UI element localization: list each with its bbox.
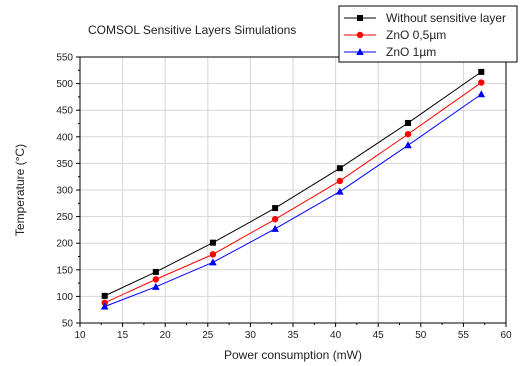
data-point [209, 251, 217, 258]
y-tick-label: 200 [56, 239, 73, 250]
x-tick-label: 25 [202, 330, 214, 341]
y-tick-label: 300 [56, 186, 73, 197]
x-tick-label: 45 [373, 330, 385, 341]
data-point [101, 292, 108, 299]
data-point [209, 258, 217, 266]
legend-marker [356, 31, 364, 39]
y-tick-label: 500 [56, 79, 73, 90]
x-tick-label: 40 [330, 330, 342, 341]
y-tick-label: 150 [56, 265, 73, 276]
legend-label: Without sensitive layer [386, 11, 506, 25]
legend-marker [357, 15, 363, 21]
data-point [404, 141, 412, 149]
series-group [100, 68, 486, 310]
x-tick-label: 35 [287, 330, 299, 341]
series-3 [100, 90, 486, 310]
legend-label: ZnO 1µm [386, 45, 436, 59]
y-tick-label: 50 [62, 319, 74, 330]
data-point [478, 79, 485, 86]
chart-title: COMSOL Sensitive Layers Simulations [88, 23, 296, 37]
data-point [404, 130, 412, 138]
x-axis-title: Power consumption (mW) [224, 348, 362, 362]
legend-box [338, 5, 518, 63]
x-tick-label: 50 [415, 330, 427, 341]
y-tick-label: 100 [56, 292, 73, 303]
series-2 [101, 79, 485, 306]
data-point [336, 187, 344, 195]
data-point [152, 276, 160, 283]
x-tick-label: 15 [117, 330, 129, 341]
x-tick-label: 10 [74, 330, 86, 341]
data-point [271, 216, 279, 223]
data-point [478, 68, 485, 75]
legend-marker [356, 48, 364, 55]
x-tick-label: 30 [245, 330, 257, 341]
x-tick-label: 55 [458, 330, 470, 341]
grid [80, 57, 506, 323]
legend: Without sensitive layer ZnO 0,5µm ZnO 1µm [338, 5, 518, 63]
data-point [477, 90, 486, 98]
x-tick-label: 20 [160, 330, 172, 341]
y-axis-title: Temperature (°C) [13, 144, 27, 236]
data-point [152, 282, 160, 290]
data-point [152, 268, 159, 275]
y-tick-label: 550 [56, 53, 73, 64]
data-point [271, 224, 279, 232]
x-tick-label: 60 [500, 330, 512, 341]
axis-ticks: 10 15 20 25 30 35 40 45 50 55 60 50 100 150 200 250 300 3… [56, 53, 512, 342]
series-1 [101, 68, 485, 299]
data-point [336, 165, 343, 172]
legend-label: ZnO 0,5µm [386, 28, 446, 42]
y-tick-label: 250 [56, 212, 73, 223]
y-tick-label: 450 [56, 106, 73, 117]
data-point [336, 177, 344, 185]
data-point [405, 119, 412, 126]
y-tick-label: 350 [56, 159, 73, 170]
data-point [272, 205, 279, 212]
data-point [209, 239, 216, 246]
y-tick-label: 400 [56, 132, 73, 143]
data-point [100, 302, 109, 310]
